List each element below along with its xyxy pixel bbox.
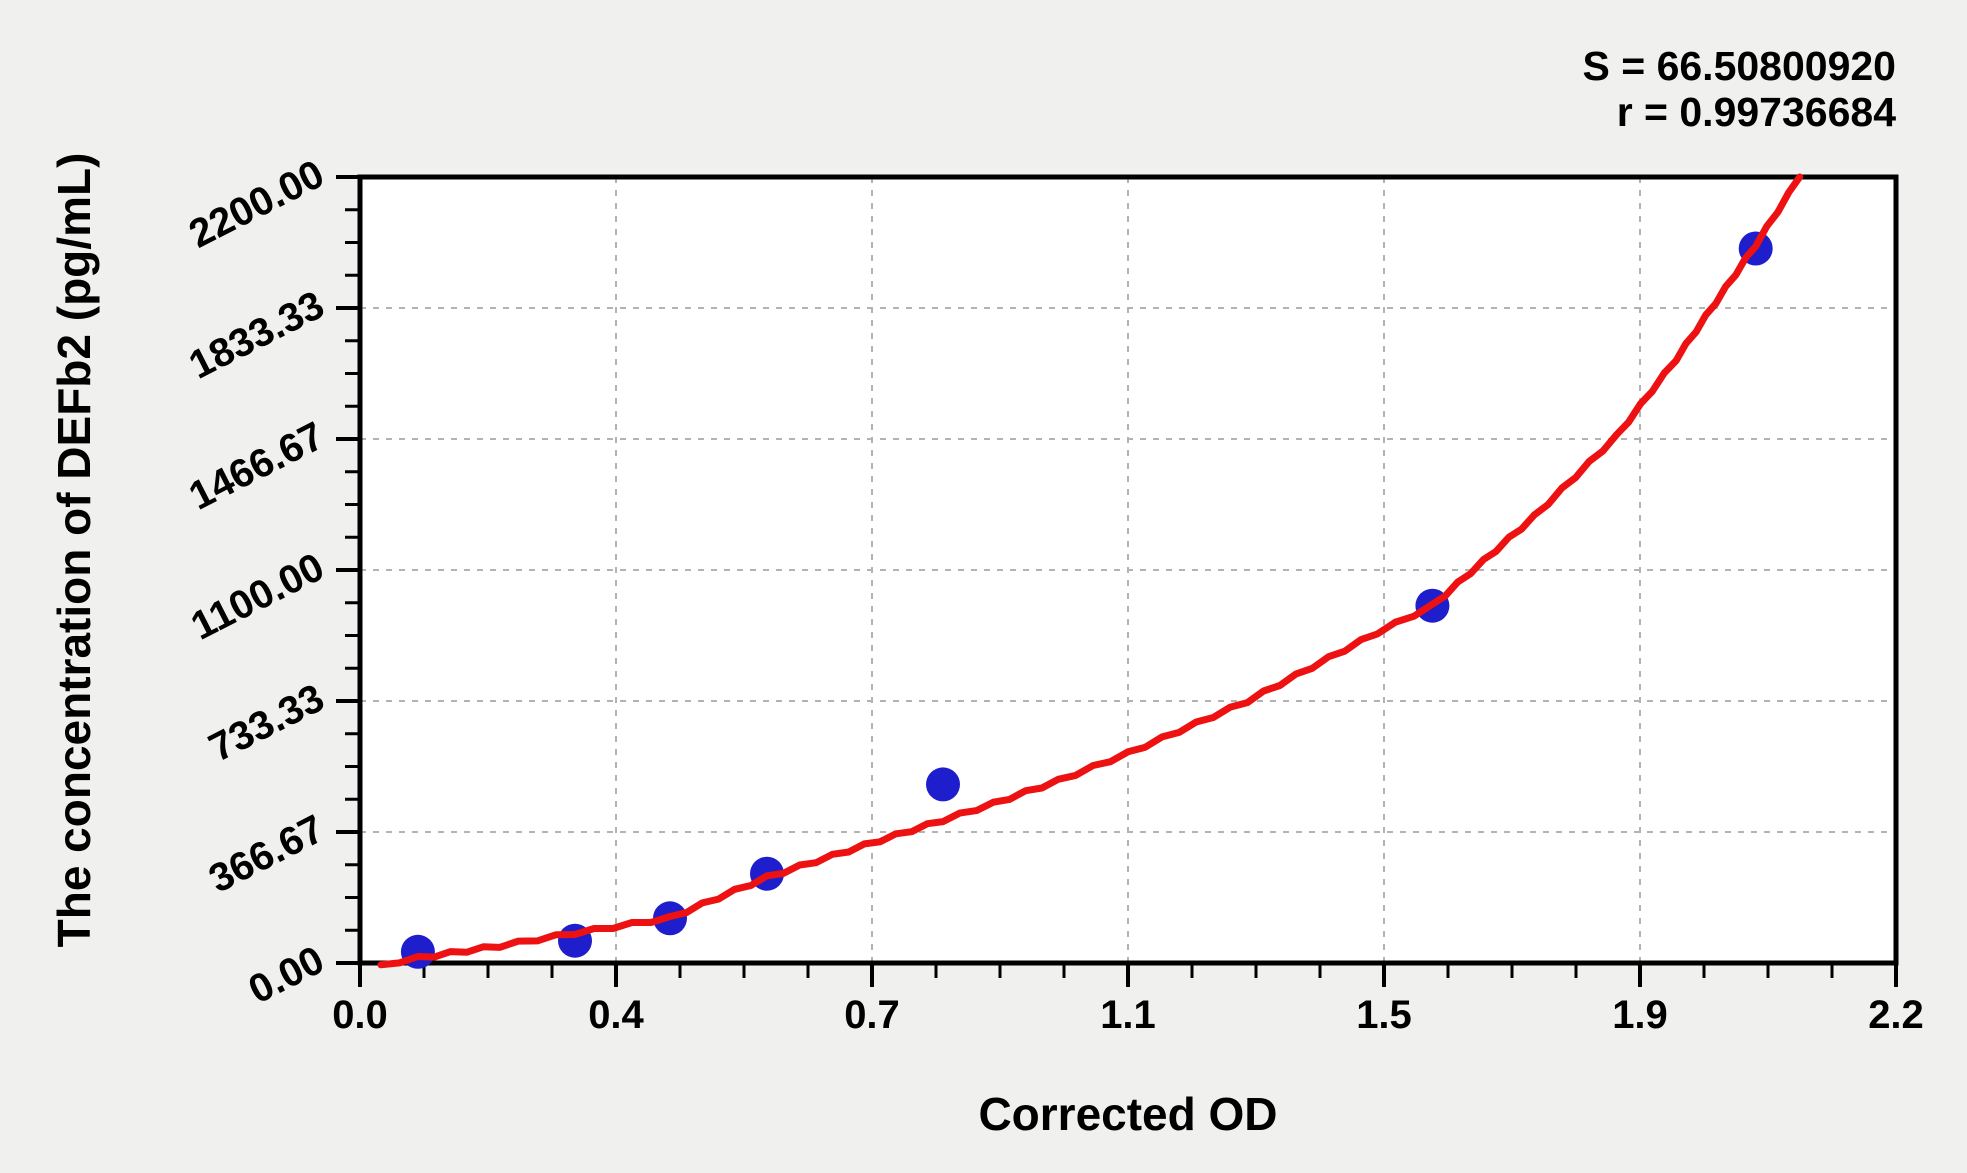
y-tick-label: 733.33 <box>202 676 331 771</box>
fit-r-value: r = 0.99736684 <box>1617 89 1896 135</box>
x-tick-label: 2.2 <box>1868 993 1924 1037</box>
x-tick-label: 0.7 <box>844 993 900 1037</box>
x-tick-label: 1.1 <box>1100 993 1156 1037</box>
x-tick-label: 0.4 <box>588 993 644 1037</box>
y-tick-label: 1833.33 <box>182 283 331 388</box>
x-tick-label: 0.0 <box>332 993 388 1037</box>
y-axis-title: The concentration of DEFb2 (pg/mL) <box>48 153 100 948</box>
x-tick-label: 1.9 <box>1612 993 1668 1037</box>
standard-data-point <box>926 767 960 802</box>
plot-border <box>357 174 1899 966</box>
y-tick-label: 0.00 <box>242 938 331 1013</box>
axis-ticks <box>336 175 1898 987</box>
y-tick-label: 366.67 <box>202 807 331 902</box>
y-tick-label: 2200.00 <box>182 152 331 257</box>
fit-s-value: S = 66.50800920 <box>1583 43 1897 89</box>
x-tick-label: 1.5 <box>1356 993 1412 1037</box>
grid-lines <box>360 177 1896 963</box>
y-tick-label: 1100.00 <box>184 545 331 649</box>
x-axis-title: Corrected OD <box>978 1088 1277 1140</box>
fit-curve-line <box>377 173 1804 969</box>
y-tick-label: 1466.67 <box>182 414 331 519</box>
